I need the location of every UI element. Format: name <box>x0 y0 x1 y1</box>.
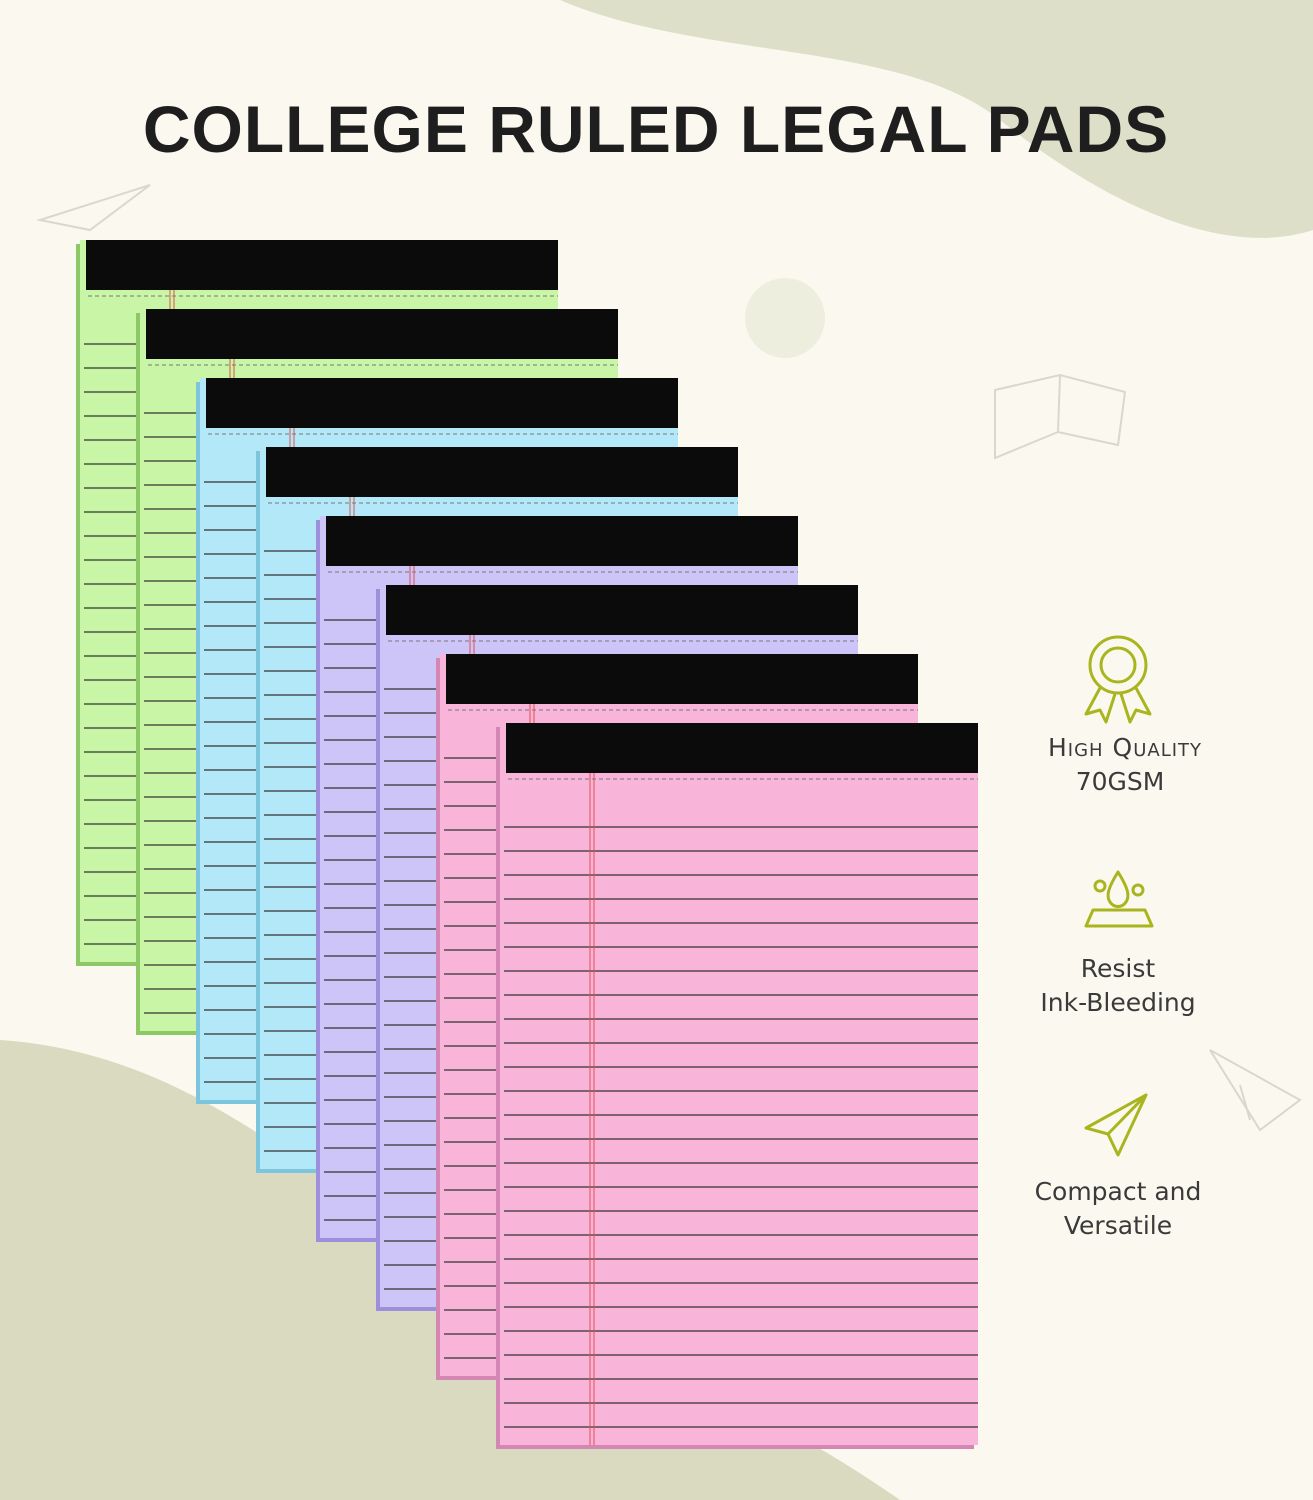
title: COLLEGE RULED LEGAL PADS <box>143 92 1169 166</box>
pad-binding <box>446 654 918 704</box>
pad-binding <box>206 378 678 428</box>
pad-binding <box>386 585 858 635</box>
drop-icon <box>1084 870 1154 928</box>
pad-binding <box>326 516 798 566</box>
plane-doodle-left <box>36 184 151 232</box>
feature-line: Compact and <box>1035 1177 1202 1206</box>
pad-binding <box>146 309 618 359</box>
plane-doodle <box>1209 1049 1302 1132</box>
pad-binding <box>266 447 738 497</box>
feature-line: High Quality <box>1048 733 1202 762</box>
pad <box>496 723 978 1449</box>
ribbon-icon <box>1084 635 1152 724</box>
dot <box>745 278 825 358</box>
pads <box>76 240 978 1449</box>
feature-line: Resist <box>1081 954 1156 983</box>
blob-top <box>560 0 1313 238</box>
feature-line: Ink-Bleeding <box>1040 988 1195 1017</box>
plane-icon <box>1084 1093 1148 1157</box>
pad-binding <box>86 240 558 290</box>
book-doodle <box>994 373 1127 460</box>
feature-line: 70GSM <box>1076 767 1165 796</box>
pad-binding <box>506 723 978 773</box>
pad-sheet <box>500 723 978 1445</box>
feature-line: Versatile <box>1064 1211 1172 1240</box>
